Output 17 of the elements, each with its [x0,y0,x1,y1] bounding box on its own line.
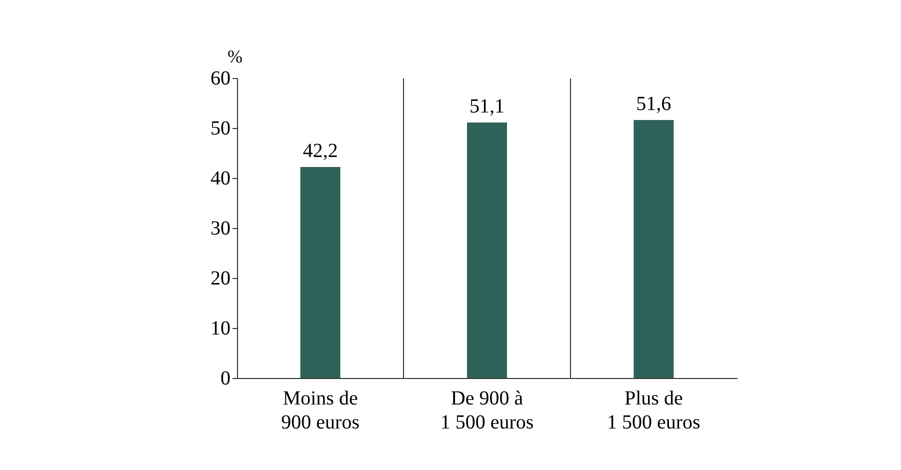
bar [467,122,507,378]
y-tick-label: 20 [210,268,230,290]
bar [634,120,674,378]
data-label: 51,1 [470,96,504,118]
y-tick-label: 0 [220,368,230,390]
y-tick-label: 10 [210,318,230,340]
x-tick-label: Moins de 900 euros [281,388,360,434]
data-label: 51,6 [636,93,672,115]
bar [300,167,340,378]
y-tick-label: 50 [210,118,230,140]
x-tick-label: De 900 à 1 500 euros [440,388,534,434]
y-tick-label: 40 [210,168,230,190]
y-tick-label: 30 [210,218,230,240]
y-tick-label: 60 [210,68,230,90]
y-axis-title: % [228,46,242,66]
data-label: 42,2 [302,140,338,162]
x-tick-label: Plus de 1 500 euros [607,388,701,434]
